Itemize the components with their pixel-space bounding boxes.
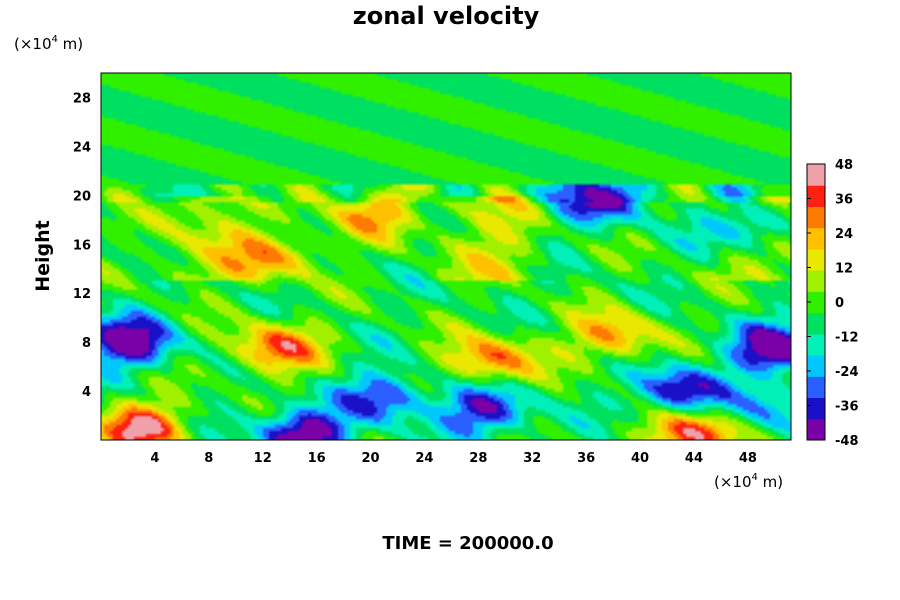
y-tick-label: 12 [73, 287, 91, 302]
colorbar-band [807, 355, 825, 377]
colorbar-tick-label: 0 [835, 296, 844, 311]
plot-area [100, 72, 792, 441]
x-axis-unit-label: (×104 m) [714, 472, 783, 491]
colorbar-band [807, 397, 825, 420]
colorbar-band [807, 312, 825, 335]
colorbar-band [807, 418, 825, 441]
colorbar-band [807, 376, 825, 399]
x-tick-label: 4 [150, 451, 159, 466]
colorbar-tick-label: 48 [835, 158, 853, 173]
x-tick-label: 40 [631, 451, 649, 466]
colorbar-tick-label: -36 [835, 400, 859, 415]
colorbar-band [807, 291, 825, 314]
x-tick-label: 28 [469, 451, 487, 466]
x-tick-label: 8 [204, 451, 213, 466]
colorbar-band [807, 164, 825, 186]
colorbar-tick-label: 24 [835, 227, 853, 242]
y-tick-label: 24 [73, 140, 91, 155]
plot-frame [100, 72, 792, 441]
colorbar-tick-label: -48 [835, 434, 859, 449]
x-tick-label: 48 [739, 451, 757, 466]
colorbar-tick-label: 12 [835, 262, 853, 277]
x-tick-label: 12 [254, 451, 272, 466]
colorbar-band [807, 185, 825, 207]
colorbar-band [807, 206, 825, 229]
colorbar-bands [807, 164, 825, 441]
zonal-velocity-heatmap [101, 73, 791, 440]
y-tick-label: 16 [73, 238, 91, 253]
y-tick-label: 8 [82, 336, 91, 351]
colorbar: 48 36 24 12 0 -12 -24 -36 -48 [806, 158, 859, 449]
colorbar-tick-label: -12 [835, 331, 859, 346]
y-tick-label: 28 [73, 91, 91, 106]
colorbar-band [807, 333, 825, 356]
y-axis-unit-label: (×104 m) [14, 34, 83, 53]
x-tick-label: 32 [523, 451, 541, 466]
x-tick-label: 24 [415, 451, 433, 466]
colorbar-tick-label: -24 [835, 365, 859, 380]
colorbar-band [807, 248, 825, 271]
y-axis-title: Height [32, 220, 54, 292]
colorbar-tick-label: 36 [835, 193, 853, 208]
y-axis-ticks: 4 8 12 16 20 24 28 [73, 91, 91, 400]
colorbar-band [807, 270, 825, 292]
y-tick-label: 20 [73, 189, 91, 204]
x-tick-label: 36 [577, 451, 595, 466]
x-tick-label: 20 [361, 451, 379, 466]
colorbar-band [807, 227, 825, 250]
x-axis-ticks: 4 8 12 16 20 24 28 32 36 40 44 48 [150, 451, 757, 466]
x-tick-label: 44 [685, 451, 703, 466]
time-label: TIME = 200000.0 [382, 533, 553, 554]
chart-title: zonal velocity [353, 2, 540, 30]
x-tick-label: 16 [308, 451, 326, 466]
colorbar-ticks: 48 36 24 12 0 -12 -24 -36 -48 [807, 158, 859, 449]
y-tick-label: 4 [82, 385, 91, 400]
